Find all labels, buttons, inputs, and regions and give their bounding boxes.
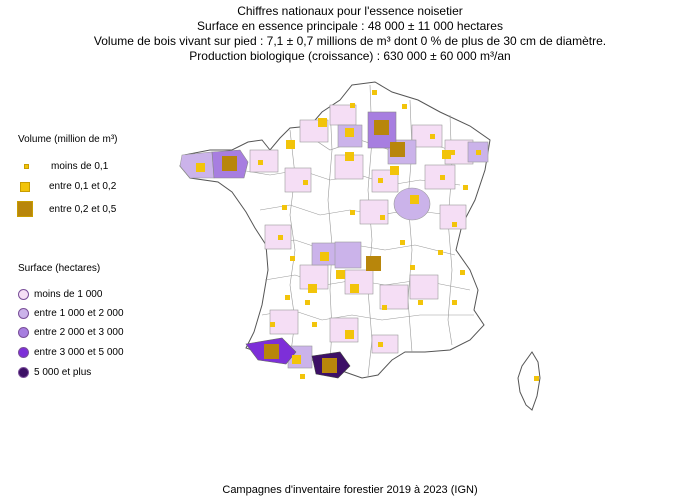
surface-legend-label: 5 000 et plus <box>34 367 92 378</box>
title-line-1: Chiffres nationaux pour l'essence noiset… <box>237 4 463 18</box>
volume-symbol-medium <box>350 284 359 293</box>
volume-legend-item-large: entre 0,2 et 0,5 <box>17 201 116 217</box>
dept-region <box>371 334 399 354</box>
volume-symbol-small <box>476 150 481 155</box>
volume-symbol-small <box>270 322 275 327</box>
surface-legend-item: entre 2 000 et 3 000 <box>18 327 124 338</box>
dept-region <box>411 124 443 148</box>
volume-symbol-small <box>305 300 310 305</box>
surface-legend-label: moins de 1 000 <box>34 289 103 300</box>
surface-legend-item: moins de 1 000 <box>18 289 102 300</box>
surface-legend-swatch <box>18 327 29 338</box>
volume-symbol-medium <box>390 166 399 175</box>
volume-symbol-medium <box>308 284 317 293</box>
volume-symbol-medium <box>345 128 354 137</box>
volume-symbol-medium <box>292 355 301 364</box>
volume-legend-symbol-large <box>17 201 33 217</box>
volume-symbol-large <box>366 256 381 271</box>
dept-region <box>409 274 439 300</box>
volume-symbol-medium <box>336 270 345 279</box>
surface-legend-label: entre 2 000 et 3 000 <box>34 327 124 338</box>
volume-symbol-small <box>438 250 443 255</box>
dept-region <box>371 169 399 193</box>
volume-symbol-small <box>402 104 407 109</box>
volume-legend-symbol-medium <box>20 181 30 192</box>
volume-symbol-small <box>382 305 387 310</box>
dept-region <box>334 241 362 269</box>
volume-legend-item-medium: entre 0,1 et 0,2 <box>20 181 116 192</box>
volume-legend-label: entre 0,1 et 0,2 <box>49 181 117 192</box>
title-line-4: Production biologique (croissance) : 630… <box>189 49 511 63</box>
volume-symbol-small <box>350 103 355 108</box>
volume-symbol-large <box>390 142 405 157</box>
volume-symbol-small <box>450 150 455 155</box>
volume-legend-label: moins de 0,1 <box>51 161 109 172</box>
corsica-outline <box>517 351 541 411</box>
surface-legend-item: entre 3 000 et 5 000 <box>18 347 124 358</box>
volume-symbol-small <box>380 215 385 220</box>
volume-symbol-small <box>282 205 287 210</box>
volume-symbol-small <box>452 300 457 305</box>
surface-legend-title: Surface (hectares) <box>18 263 101 274</box>
source-footer: Campagnes d'inventaire forestier 2019 à … <box>222 484 478 496</box>
volume-symbol-small <box>285 295 290 300</box>
volume-symbol-medium <box>318 118 327 127</box>
volume-legend-symbol-small <box>24 164 29 169</box>
title-line-2: Surface en essence principale : 48 000 ±… <box>197 19 503 33</box>
volume-symbol-small <box>440 175 445 180</box>
volume-symbol-large <box>374 120 389 135</box>
volume-symbol-small <box>378 178 383 183</box>
volume-legend-label: entre 0,2 et 0,5 <box>49 203 117 215</box>
volume-symbol-small <box>372 90 377 95</box>
volume-symbol-small <box>300 374 305 379</box>
volume-symbol-large <box>264 344 279 359</box>
volume-symbol-small <box>460 270 465 275</box>
volume-symbol-small <box>303 180 308 185</box>
volume-symbol-small <box>534 376 539 381</box>
surface-legend-swatch <box>18 308 29 319</box>
volume-legend-title: Volume (million de m³) <box>18 134 118 145</box>
volume-symbol-medium <box>442 150 451 159</box>
volume-symbol-small <box>463 185 468 190</box>
volume-symbol-small <box>378 342 383 347</box>
volume-legend-item-small: moins de 0,1 <box>22 161 108 172</box>
volume-symbol-small <box>290 256 295 261</box>
surface-legend-swatch <box>18 347 29 358</box>
volume-symbol-medium <box>345 152 354 161</box>
volume-symbol-medium <box>286 140 295 149</box>
volume-symbol-small <box>350 210 355 215</box>
map-title: Chiffres nationaux pour l'essence noiset… <box>0 4 700 64</box>
volume-symbol-small <box>278 235 283 240</box>
surface-legend-swatch <box>18 367 29 378</box>
surface-legend-item: entre 1 000 et 2 000 <box>18 308 124 319</box>
volume-symbol-large <box>322 358 337 373</box>
surface-legend-item: 5 000 et plus <box>18 367 91 378</box>
volume-symbol-small <box>400 240 405 245</box>
surface-low-regions <box>249 104 474 354</box>
volume-symbol-large <box>222 156 237 171</box>
surface-legend-swatch <box>18 289 29 300</box>
volume-symbol-small <box>312 322 317 327</box>
volume-symbol-small <box>410 265 415 270</box>
dept-region <box>249 149 279 173</box>
volume-symbol-small <box>418 300 423 305</box>
volume-symbols <box>196 90 539 381</box>
volume-symbol-medium <box>410 195 419 204</box>
volume-symbol-medium <box>196 163 205 172</box>
volume-symbol-small <box>430 134 435 139</box>
volume-symbol-medium <box>320 252 329 261</box>
surface-legend-label: entre 1 000 et 2 000 <box>34 308 124 319</box>
dept-region <box>359 199 389 225</box>
surface-legend-label: entre 3 000 et 5 000 <box>34 347 124 358</box>
volume-symbol-medium <box>345 330 354 339</box>
title-line-3: Volume de bois vivant sur pied : 7,1 ± 0… <box>93 34 607 48</box>
volume-symbol-small <box>452 222 457 227</box>
volume-symbol-small <box>258 160 263 165</box>
